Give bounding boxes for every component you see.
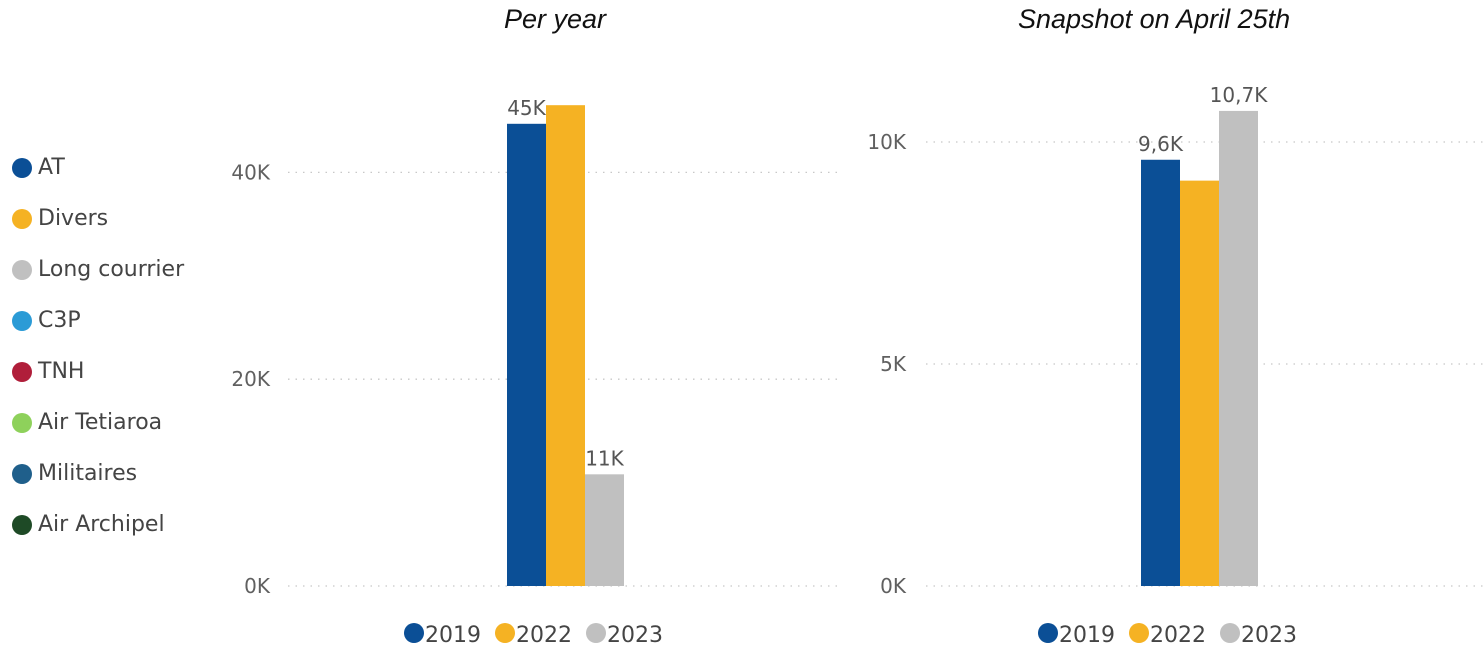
legend-label: Long courrier (38, 257, 185, 282)
legend-marker-2019 (404, 623, 424, 643)
y-tick-label: 5K (880, 352, 907, 376)
legend-label: Militaires (38, 461, 138, 486)
y-tick-label: 10K (867, 130, 906, 154)
bar-2022 (1180, 180, 1219, 587)
legend-item-air-tetiaroa[interactable]: Air Tetiaroa (12, 397, 184, 448)
legend-series-label: 2022 (516, 623, 572, 648)
legend-label: Air Tetiaroa (38, 410, 163, 435)
legend-dot-militaires (12, 463, 32, 484)
legend-marker-2023 (586, 623, 606, 643)
legend-series-label: 2023 (607, 623, 663, 648)
legend-item-air-archipel[interactable]: Air Archipel (12, 499, 184, 550)
bar-2022 (546, 105, 585, 586)
legend-label: Air Archipel (38, 512, 165, 537)
legend-marker-2022 (1129, 623, 1149, 643)
legend-dot-at (12, 157, 32, 178)
legend-dot-long-courrier (12, 259, 32, 280)
legend-item-divers[interactable]: Divers (12, 193, 184, 244)
bar-2023 (1219, 110, 1258, 587)
legend-label: C3P (38, 308, 81, 333)
bar-2023 (585, 474, 624, 586)
legend-dot-tnh (12, 361, 32, 382)
legend-dot-air-tetiaroa (12, 412, 32, 433)
legend-marker-2019 (1038, 623, 1058, 643)
legend-marker-2023 (1220, 623, 1240, 643)
legend-item-tnh[interactable]: TNH (12, 346, 184, 397)
legend-label: Divers (38, 206, 109, 231)
legend-series-label: 2019 (1059, 623, 1115, 648)
data-label: 11K (585, 446, 624, 470)
data-label: 10,7K (1210, 83, 1269, 107)
legend-label: AT (38, 155, 65, 180)
legend-item-long-courrier[interactable]: Long courrier (12, 244, 184, 295)
legend-dot-air-archipel (12, 514, 32, 535)
legend-dot-c3p (12, 310, 32, 331)
legend-series-label: 2023 (1241, 623, 1297, 648)
legend-marker-2022 (495, 623, 515, 643)
legend-item-c3p[interactable]: C3P (12, 295, 184, 346)
chart-title-snapshot: Snapshot on April 25th (1018, 4, 1291, 34)
legend-series-label: 2022 (1150, 623, 1206, 648)
data-label: 45K (507, 96, 546, 120)
legend-label: TNH (38, 359, 85, 384)
y-tick-label: 40K (231, 160, 270, 184)
y-tick-label: 0K (244, 574, 271, 598)
chart-title-per-year: Per year (503, 4, 607, 34)
legend-item-militaires[interactable]: Militaires (12, 448, 184, 499)
legend-item-at[interactable]: AT (12, 142, 184, 193)
y-tick-label: 20K (231, 367, 270, 391)
legend-dot-divers (12, 208, 32, 229)
y-tick-label: 0K (880, 574, 907, 598)
legend-series-label: 2019 (425, 623, 481, 648)
data-label: 9,6K (1138, 132, 1184, 156)
bar-2019 (1141, 159, 1180, 586)
category-legend: AT Divers Long courrier C3P TNH Air Teti… (12, 142, 184, 550)
bar-2019 (507, 123, 546, 586)
